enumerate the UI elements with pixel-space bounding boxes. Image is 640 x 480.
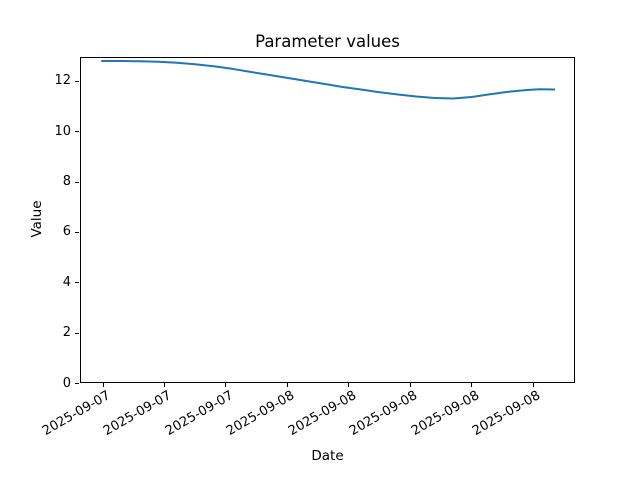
- x-tick-label: 2025-09-08: [285, 388, 359, 439]
- y-tick-label: 2: [62, 325, 71, 341]
- x-tick-label: 2025-09-08: [224, 388, 298, 439]
- x-tick-label: 2025-09-08: [470, 388, 543, 439]
- y-tick-mark: [75, 181, 79, 183]
- y-tick-label: 10: [54, 123, 71, 139]
- line-plot-svg: [101, 60, 556, 100]
- x-tick-label: 2025-09-08: [347, 388, 421, 439]
- y-tick-mark: [75, 131, 79, 133]
- y-tick-mark: [75, 383, 79, 384]
- y-axis-label: Value: [29, 200, 45, 238]
- y-tick-mark: [75, 80, 79, 82]
- x-tick-mark: [286, 383, 288, 387]
- plot-area: [80, 57, 575, 383]
- y-tick-label: 6: [62, 224, 71, 240]
- x-tick-label: 2025-09-07: [162, 388, 236, 439]
- parameter-series-line: [101, 60, 556, 100]
- y-tick-mark: [75, 231, 79, 233]
- y-tick-label: 0: [62, 375, 71, 391]
- x-tick-label: 2025-09-08: [408, 388, 482, 439]
- y-tick-mark: [75, 332, 79, 334]
- y-tick-mark: [75, 282, 79, 284]
- x-tick-mark: [348, 383, 350, 387]
- y-tick-label: 12: [54, 73, 71, 89]
- x-axis-label: Date: [311, 448, 344, 464]
- x-tick-mark: [102, 383, 104, 387]
- x-tick-mark: [409, 383, 411, 387]
- x-tick-mark: [471, 383, 473, 387]
- x-tick-mark: [532, 383, 534, 387]
- chart-title: Parameter values: [255, 32, 400, 51]
- y-tick-label: 8: [62, 174, 71, 190]
- x-tick-mark: [163, 383, 165, 387]
- x-tick-label: 2025-09-07: [101, 388, 175, 439]
- y-tick-label: 4: [62, 274, 71, 290]
- x-tick-label: 2025-09-07: [40, 388, 113, 439]
- x-tick-mark: [225, 383, 227, 387]
